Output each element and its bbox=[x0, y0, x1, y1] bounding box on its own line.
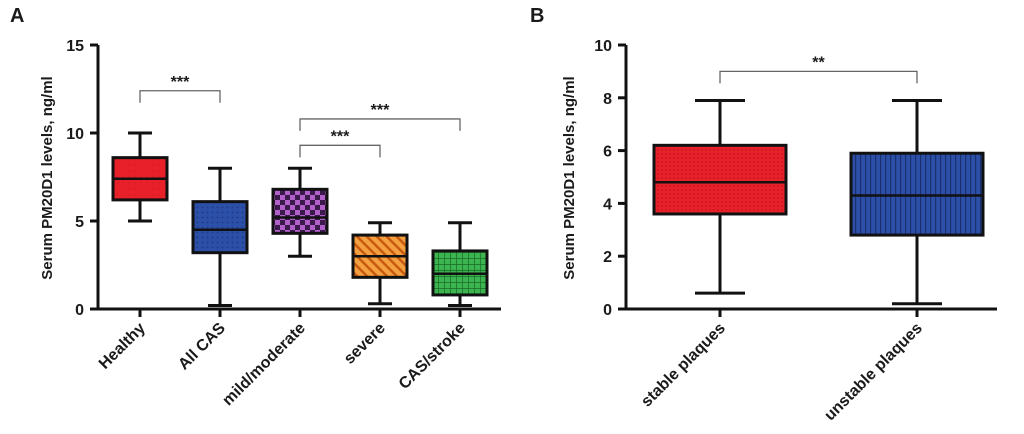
panel-b-y-tick-label: 8 bbox=[603, 91, 612, 108]
significance-label: *** bbox=[371, 102, 390, 119]
panel-a-y-tick-label: 15 bbox=[66, 38, 84, 55]
panel-b-category-label: unstable plaques bbox=[821, 320, 926, 425]
bracket-line bbox=[299, 144, 381, 158]
panel-b-plot: 0 2 4 6 8 10 stable plaques unstable plaques ** bbox=[594, 38, 997, 424]
significance-label: ** bbox=[812, 54, 825, 71]
bracket-line bbox=[299, 118, 461, 131]
box-iqr bbox=[652, 143, 788, 216]
panel-b-y-tick-label: 2 bbox=[603, 249, 612, 266]
panel-a-category-label: Healthy bbox=[96, 320, 149, 373]
panel-a-y-tick-label: 0 bbox=[75, 302, 84, 319]
panel-a-y-tick-label: 10 bbox=[66, 126, 84, 143]
panel-b-y-tick-label: 0 bbox=[603, 302, 612, 319]
panel-b-y-tick-label: 10 bbox=[594, 38, 612, 55]
panel-b-box-stable-plaques bbox=[652, 98, 788, 295]
panel-b-y-tick-label: 6 bbox=[603, 144, 612, 161]
panel-a-category-label: CAS/stroke bbox=[396, 320, 469, 393]
panel-a-category-label: All CAS bbox=[175, 320, 229, 374]
panel-a-y-tick-label: 5 bbox=[75, 214, 84, 231]
box-iqr bbox=[271, 187, 329, 235]
panel-b-y-axis-title: Serum PM20D1 levels, ng/ml bbox=[561, 76, 578, 279]
panel-b-significance-bracket: ** bbox=[719, 54, 918, 84]
panel-b-letter: B bbox=[530, 5, 544, 27]
panel-a-category-label: severe bbox=[341, 320, 389, 368]
panel-b-category-label: stable plaques bbox=[638, 320, 729, 411]
panel-b-y-tick-label: 4 bbox=[603, 196, 612, 213]
panel-a-box-mild-moderate bbox=[271, 166, 329, 258]
panel-a-y-axis-title: Serum PM20D1 levels, ng/ml bbox=[39, 76, 56, 279]
significance-label: *** bbox=[331, 128, 350, 145]
panel-a-letter: A bbox=[10, 5, 24, 27]
significance-label: *** bbox=[171, 74, 190, 91]
panel-a-box-all-cas bbox=[191, 166, 249, 307]
panel-a-box-severe bbox=[351, 221, 409, 306]
box-iqr bbox=[191, 200, 249, 255]
panel-a-category-label: mild/moderate bbox=[219, 320, 308, 409]
panel-a-box-cas-stroke bbox=[431, 221, 489, 307]
panel-a-significance-bracket: *** bbox=[299, 128, 381, 158]
panel-b-box-unstable-plaques bbox=[849, 98, 985, 306]
bracket-line bbox=[139, 90, 221, 103]
box-iqr bbox=[849, 151, 985, 237]
panel-a-significance-bracket: *** bbox=[299, 102, 461, 131]
panel-a-significance-bracket: *** bbox=[139, 74, 221, 103]
panel-a-box-healthy bbox=[111, 131, 169, 223]
bracket-line bbox=[719, 70, 918, 84]
